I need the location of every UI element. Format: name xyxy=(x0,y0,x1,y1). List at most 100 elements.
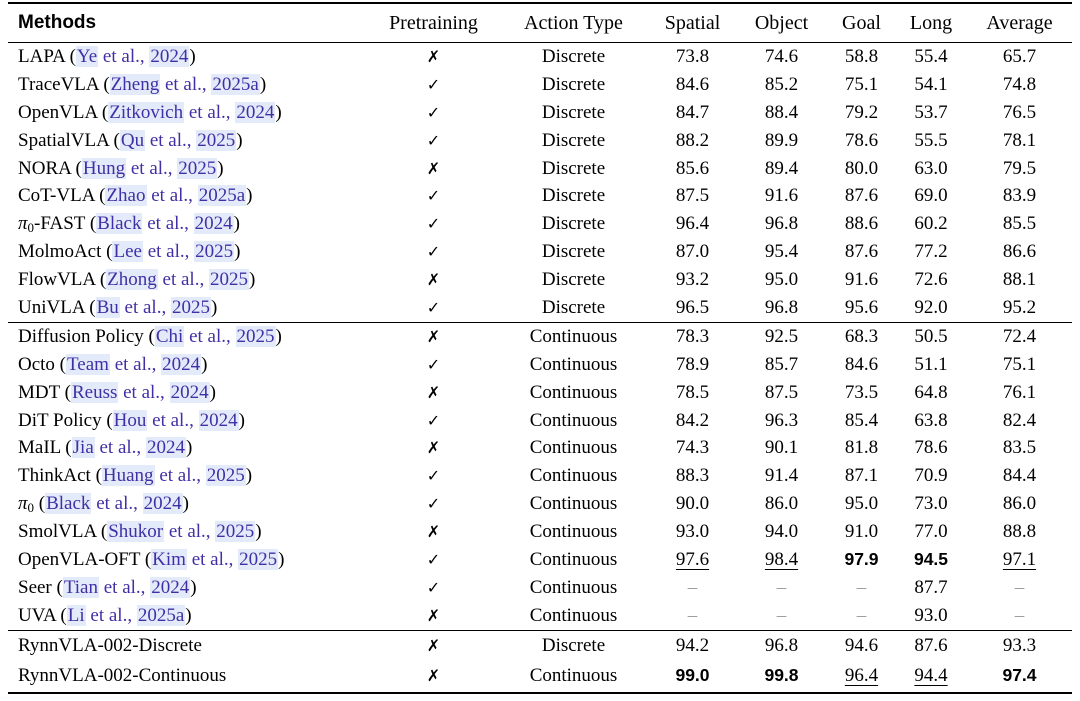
citation-link[interactable]: Bu xyxy=(95,296,120,318)
citation-link[interactable]: Huang xyxy=(101,465,155,487)
citation-link[interactable]: Team xyxy=(66,353,110,375)
citation-link[interactable]: et al., xyxy=(157,269,209,291)
score-cell-long: 54.1 xyxy=(895,71,967,99)
pretraining-cell: ✓ xyxy=(370,99,497,127)
citation-link[interactable]: Ye xyxy=(75,45,99,67)
checkmark-icon: ✓ xyxy=(426,354,441,374)
score-value: 94.2 xyxy=(675,634,710,656)
citation-link[interactable]: 2025a xyxy=(136,604,186,626)
citation-link[interactable]: 2025 xyxy=(205,465,246,487)
citation-link[interactable]: Zitkovich xyxy=(108,101,185,123)
citation-link[interactable]: 2024 xyxy=(142,492,183,514)
citation-link[interactable]: 2024 xyxy=(235,101,276,123)
citation-link[interactable]: Lee xyxy=(112,241,143,263)
score-value: 85.2 xyxy=(764,73,799,95)
cross-icon: ✗ xyxy=(426,666,441,686)
citation-link[interactable]: Tian xyxy=(62,576,99,598)
citation-link[interactable]: Zheng xyxy=(109,73,161,95)
citation-link[interactable]: 2024 xyxy=(150,576,191,598)
score-value: 93.3 xyxy=(1002,634,1037,656)
method-name-text: TraceVLA ( xyxy=(18,73,110,95)
citation-link[interactable]: Chi xyxy=(154,325,185,347)
citation-link[interactable]: 2024 xyxy=(145,437,186,459)
citation-link[interactable]: 2025 xyxy=(194,241,235,263)
citation-link[interactable]: 2025 xyxy=(196,129,237,151)
citation-link[interactable]: et al., xyxy=(94,437,146,459)
method-name-text: ) xyxy=(189,45,196,67)
citation-link[interactable]: Shukor xyxy=(107,521,165,543)
citation-link[interactable]: Jia xyxy=(71,437,95,459)
citation-link[interactable]: Black xyxy=(96,212,143,234)
citation-link[interactable]: et al., xyxy=(147,409,199,431)
citation-link[interactable]: et al., xyxy=(145,129,197,151)
citation-link[interactable]: et al., xyxy=(119,296,171,318)
citation-link[interactable]: et al., xyxy=(118,381,170,403)
score-cell-goal: 87.6 xyxy=(828,238,895,266)
score-value: 75.1 xyxy=(1002,353,1037,375)
citation-link[interactable]: Li xyxy=(66,604,86,626)
table-row: DiT Policy (Hou et al., 2024) ✓ Continuous… xyxy=(8,407,1072,435)
citation-link[interactable]: et al., xyxy=(164,521,216,543)
citation-link[interactable]: et al., xyxy=(154,465,206,487)
citation-link[interactable]: et al., xyxy=(98,45,150,67)
action-type-cell: Discrete xyxy=(541,185,606,207)
citation-link[interactable]: 2025 xyxy=(208,269,249,291)
citation-link[interactable]: Black xyxy=(45,492,92,514)
citation-link[interactable]: et al., xyxy=(146,185,198,207)
citation-link[interactable]: 2024 xyxy=(193,212,234,234)
citation-link[interactable]: Reuss xyxy=(70,381,119,403)
checkmark-icon: ✓ xyxy=(426,549,441,569)
score-cell-spatial: 96.5 xyxy=(650,294,735,322)
score-value: 84.6 xyxy=(675,73,710,95)
citation-link[interactable]: et al., xyxy=(109,353,162,375)
citation-link[interactable]: 2025a xyxy=(211,73,260,95)
citation-link[interactable]: et al., xyxy=(142,212,194,234)
score-value: 95.0 xyxy=(764,269,799,291)
score-value: 79.5 xyxy=(1002,157,1037,179)
citation-link[interactable]: 2025a xyxy=(197,185,247,207)
method-cell: π0-FAST (Black et al., 2024) xyxy=(8,210,370,238)
citation-link[interactable]: et al., xyxy=(184,325,236,347)
citation-link[interactable]: 2025 xyxy=(177,157,218,179)
citation-link[interactable]: 2024 xyxy=(149,45,190,67)
table-row: RynnVLA-002-Discrete ✗ Discrete 94.2 96.8 94.… xyxy=(8,630,1072,661)
citation-link[interactable]: 2024 xyxy=(198,409,239,431)
score-value: 55.5 xyxy=(914,129,948,151)
method-cell: UVA (Li et al., 2025a) xyxy=(8,602,370,630)
score-value: – xyxy=(776,604,787,626)
score-value: 86.6 xyxy=(1002,241,1037,263)
citation-link[interactable]: et al., xyxy=(184,101,236,123)
citation-link[interactable]: et al., xyxy=(186,548,239,570)
citation-link[interactable]: Zhong xyxy=(106,269,158,291)
citation-link[interactable]: 2024 xyxy=(169,381,210,403)
table-row: ThinkAct (Huang et al., 2025) ✓ Continuous… xyxy=(8,462,1072,490)
method-cell: RynnVLA-002-Continuous xyxy=(8,661,370,693)
citation-link[interactable]: 2025 xyxy=(170,296,211,318)
citation-link[interactable]: et al., xyxy=(160,73,212,95)
col-header-goal: Goal xyxy=(842,11,881,34)
citation-link[interactable]: et al., xyxy=(99,576,151,598)
citation-link[interactable]: et al., xyxy=(85,604,137,626)
citation-link[interactable]: 2024 xyxy=(161,353,202,375)
checkmark-icon: ✓ xyxy=(426,242,441,262)
method-name-text: SmolVLA ( xyxy=(18,521,108,543)
citation-link[interactable]: Kim xyxy=(151,548,187,570)
score-cell-long: 73.0 xyxy=(895,490,967,518)
citation-link[interactable]: et al., xyxy=(91,492,143,514)
citation-link[interactable]: Hou xyxy=(112,409,148,431)
citation-link[interactable]: 2025 xyxy=(235,325,276,347)
citation-link[interactable]: Qu xyxy=(119,129,146,151)
citation-link[interactable]: et al., xyxy=(126,157,178,179)
citation-link[interactable]: 2025 xyxy=(238,548,279,570)
cross-icon: ✗ xyxy=(426,522,441,542)
citation-link[interactable]: Zhao xyxy=(105,185,147,207)
method-name-text: DiT Policy ( xyxy=(18,409,113,431)
citation-link[interactable]: 2025 xyxy=(215,521,256,543)
citation-link[interactable]: et al., xyxy=(142,241,195,263)
score-cell-object: 89.9 xyxy=(735,127,828,155)
citation-link[interactable]: Hung xyxy=(81,157,127,179)
score-cell-average: 86.0 xyxy=(967,490,1072,518)
method-cell: π0 (Black et al., 2024) xyxy=(8,490,370,518)
score-cell-long: 69.0 xyxy=(895,182,967,210)
